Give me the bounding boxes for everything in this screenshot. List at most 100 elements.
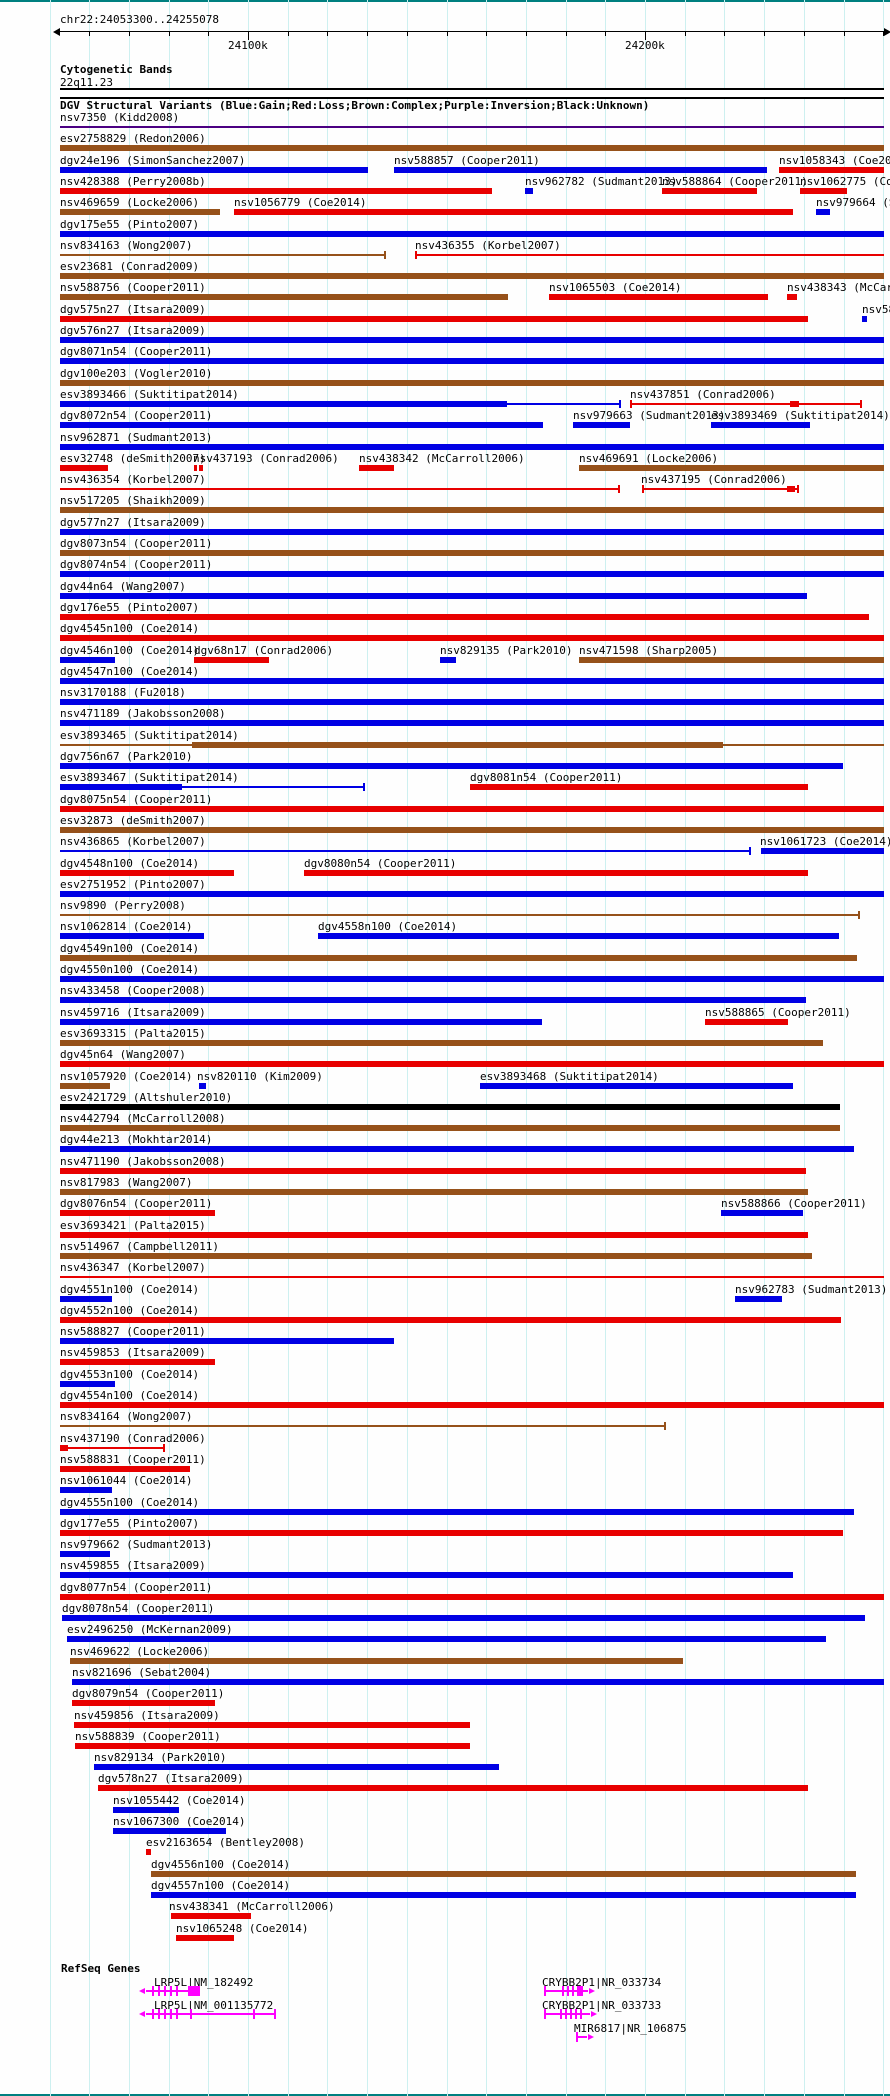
variant-bar[interactable] <box>75 1742 470 1749</box>
variant-bar[interactable] <box>318 933 839 940</box>
variant-bar[interactable] <box>60 890 884 897</box>
variant-bar[interactable] <box>60 1425 665 1428</box>
variant-bar[interactable] <box>60 613 869 620</box>
variant-bar[interactable] <box>60 187 492 194</box>
variant-bar[interactable] <box>146 1849 151 1856</box>
variant-bar[interactable] <box>60 1167 806 1174</box>
variant-bar[interactable] <box>440 656 456 663</box>
variant-bar[interactable] <box>199 464 203 471</box>
variant-bar[interactable] <box>60 571 884 578</box>
variant-bar[interactable] <box>60 230 884 237</box>
variant-bar[interactable] <box>60 1593 884 1600</box>
variant-bar[interactable] <box>60 507 884 514</box>
variant-bar[interactable] <box>787 486 795 493</box>
variant-bar[interactable] <box>60 635 884 642</box>
variant-bar[interactable] <box>60 1103 840 1110</box>
variant-bar[interactable] <box>199 1082 206 1089</box>
variant-bar[interactable] <box>573 422 630 429</box>
variant-bar[interactable] <box>761 848 884 855</box>
variant-bar[interactable] <box>60 443 884 450</box>
variant-bar[interactable] <box>60 656 115 663</box>
variant-bar[interactable] <box>705 1018 788 1025</box>
variant-bar[interactable] <box>60 1529 843 1536</box>
variant-bar[interactable] <box>60 1444 68 1451</box>
variant-bar[interactable] <box>194 464 197 471</box>
variant-bar[interactable] <box>151 1891 856 1898</box>
variant-bar[interactable] <box>60 997 806 1004</box>
variant-bar[interactable] <box>94 1764 499 1771</box>
variant-bar[interactable] <box>359 464 394 471</box>
variant-bar[interactable] <box>779 166 884 173</box>
variant-bar[interactable] <box>60 1465 190 1472</box>
variant-bar[interactable] <box>60 1061 884 1068</box>
variant-bar[interactable] <box>60 315 808 322</box>
variant-bar[interactable] <box>790 400 799 407</box>
variant-bar[interactable] <box>480 1082 793 1089</box>
variant-bar[interactable] <box>194 656 269 663</box>
variant-bar[interactable] <box>60 914 859 917</box>
variant-bar[interactable] <box>60 1508 854 1515</box>
variant-bar[interactable] <box>60 933 204 940</box>
variant-bar[interactable] <box>60 1231 808 1238</box>
cytoband-track[interactable] <box>60 88 884 99</box>
variant-bar[interactable] <box>67 1636 826 1643</box>
variant-bar[interactable] <box>60 1125 840 1132</box>
variant-bar[interactable] <box>60 294 508 301</box>
variant-bar[interactable] <box>60 422 543 429</box>
variant-bar[interactable] <box>171 1913 251 1920</box>
variant-bar[interactable] <box>60 826 884 833</box>
variant-bar[interactable] <box>507 402 620 405</box>
variant-bar[interactable] <box>60 337 884 343</box>
variant-bar[interactable] <box>72 1678 884 1685</box>
variant-bar[interactable] <box>60 253 385 256</box>
variant-bar[interactable] <box>721 1210 803 1217</box>
variant-bar[interactable] <box>234 209 793 216</box>
variant-bar[interactable] <box>62 1615 865 1621</box>
variant-bar[interactable] <box>60 1210 215 1217</box>
variant-bar[interactable] <box>60 592 807 599</box>
variant-bar[interactable] <box>70 1657 683 1664</box>
variant-bar[interactable] <box>800 187 847 194</box>
variant-bar[interactable] <box>579 656 884 663</box>
variant-bar[interactable] <box>74 1721 470 1728</box>
variant-bar[interactable] <box>60 976 884 982</box>
variant-bar[interactable] <box>60 126 884 128</box>
variant-bar[interactable] <box>60 1572 793 1579</box>
variant-bar[interactable] <box>60 850 750 853</box>
variant-bar[interactable] <box>60 869 234 876</box>
variant-bar[interactable] <box>662 187 757 194</box>
variant-bar[interactable] <box>579 464 884 471</box>
variant-bar[interactable] <box>60 805 884 812</box>
variant-bar[interactable] <box>60 358 884 365</box>
variant-bar[interactable] <box>630 402 862 405</box>
variant-bar[interactable] <box>60 1551 110 1558</box>
variant-bar[interactable] <box>98 1785 808 1792</box>
variant-bar[interactable] <box>60 1295 112 1302</box>
variant-bar[interactable] <box>60 273 884 280</box>
variant-bar[interactable] <box>60 1252 812 1259</box>
variant-bar[interactable] <box>182 786 364 789</box>
variant-bar[interactable] <box>113 1806 179 1813</box>
variant-bar[interactable] <box>60 1276 884 1279</box>
variant-bar[interactable] <box>60 699 884 706</box>
variant-bar[interactable] <box>723 743 884 746</box>
variant-bar[interactable] <box>176 1934 234 1941</box>
variant-bar[interactable] <box>642 488 798 491</box>
variant-bar[interactable] <box>60 784 182 791</box>
variant-bar[interactable] <box>60 1380 115 1387</box>
variant-bar[interactable] <box>68 1446 164 1449</box>
variant-bar[interactable] <box>60 145 884 152</box>
variant-bar[interactable] <box>415 253 884 256</box>
variant-bar[interactable] <box>60 1338 394 1345</box>
variant-bar[interactable] <box>60 1359 215 1366</box>
variant-bar[interactable] <box>394 166 767 173</box>
variant-bar[interactable] <box>113 1828 226 1834</box>
variant-bar[interactable] <box>60 400 507 407</box>
variant-bar[interactable] <box>192 741 723 748</box>
variant-bar[interactable] <box>60 1018 542 1025</box>
variant-bar[interactable] <box>60 1402 884 1408</box>
variant-bar[interactable] <box>60 1316 841 1323</box>
variant-bar[interactable] <box>60 1189 808 1195</box>
variant-bar[interactable] <box>60 720 884 727</box>
variant-bar[interactable] <box>711 422 810 429</box>
